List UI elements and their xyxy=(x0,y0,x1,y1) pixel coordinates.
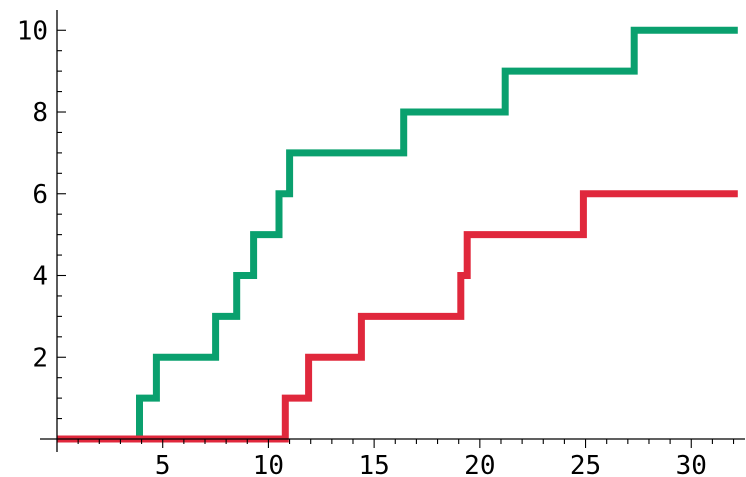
axes-layer xyxy=(40,10,745,452)
y-tick-label: 8 xyxy=(32,98,48,128)
y-tick-label: 4 xyxy=(32,262,48,292)
y-tick-label: 10 xyxy=(17,16,48,46)
x-tick-label: 5 xyxy=(155,451,171,477)
x-tick-label: 15 xyxy=(358,451,389,477)
y-tick-label: 2 xyxy=(32,343,48,373)
ticks-layer xyxy=(57,29,735,448)
y-tick-label: 6 xyxy=(32,180,48,210)
series-line-1 xyxy=(57,190,738,443)
tick-labels-layer: 5 10 15 20 25 30 2 4 6 8 10 xyxy=(17,16,707,477)
x-tick-label: 10 xyxy=(253,451,284,477)
x-tick-label: 25 xyxy=(570,451,601,477)
x-tick-label: 30 xyxy=(676,451,707,477)
series-layer xyxy=(57,26,738,443)
x-tick-label: 20 xyxy=(464,451,495,477)
series-line-0 xyxy=(57,26,738,443)
